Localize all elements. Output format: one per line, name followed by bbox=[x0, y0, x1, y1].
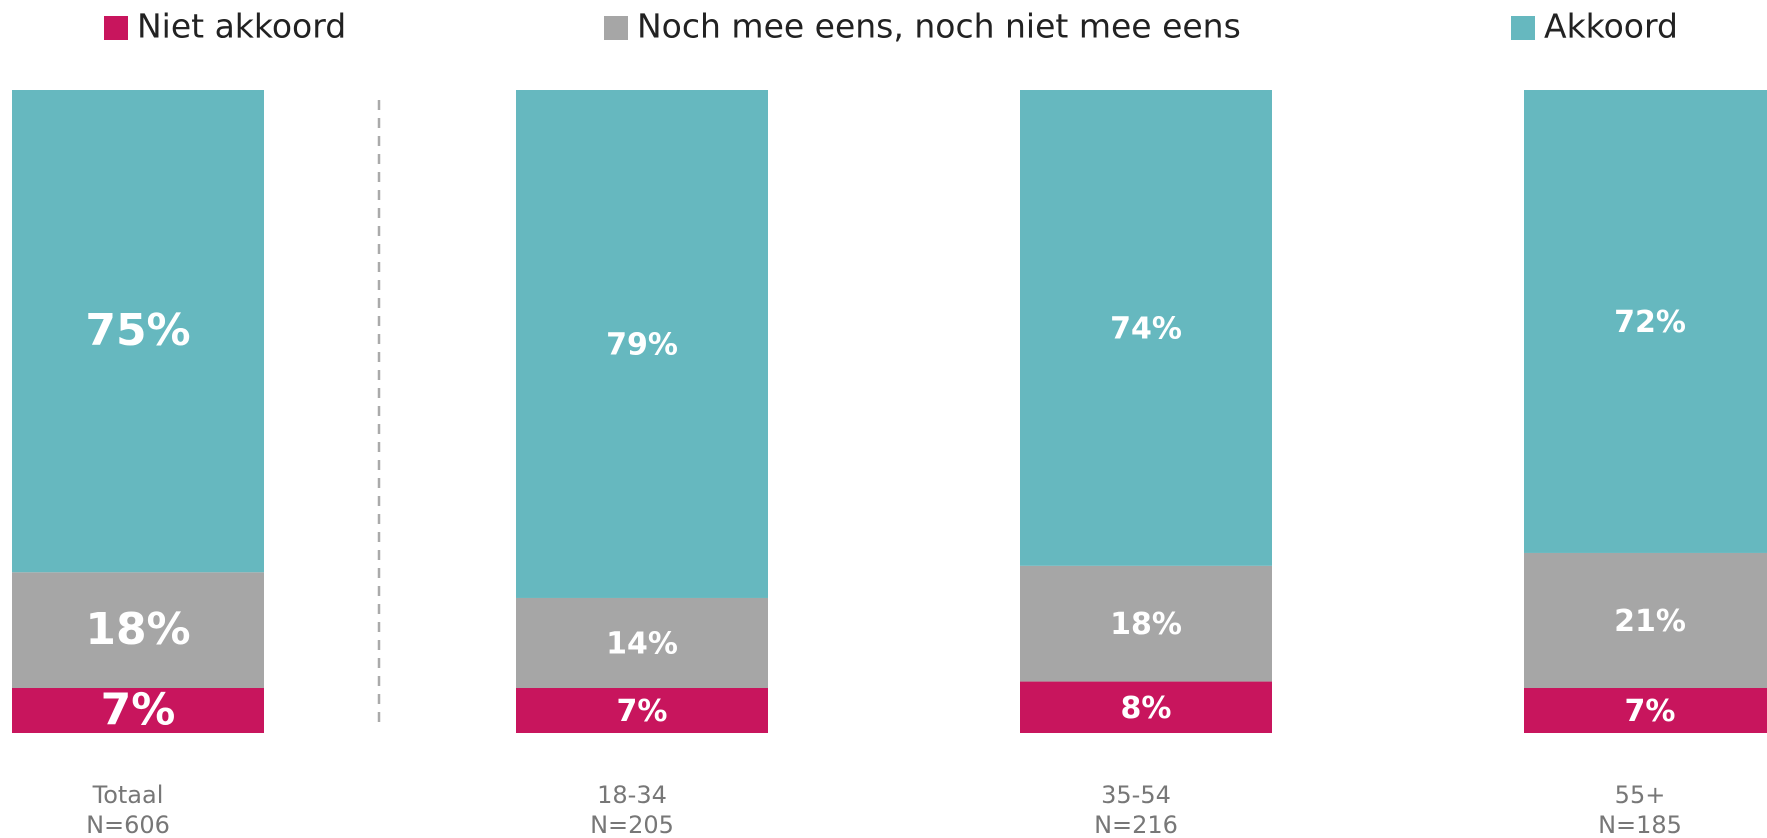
bar-segment bbox=[1020, 565, 1272, 682]
legend-label: Noch mee eens, noch niet mee eens bbox=[637, 7, 1241, 46]
category-label: Totaal bbox=[92, 781, 164, 809]
value-label: 72% bbox=[1614, 305, 1686, 340]
value-label: 7% bbox=[1625, 694, 1676, 729]
bar-segment bbox=[516, 90, 768, 598]
value-label: 18% bbox=[1110, 607, 1182, 642]
bar-segment bbox=[516, 687, 768, 733]
bar-segment bbox=[1020, 90, 1272, 566]
value-label: 18% bbox=[85, 604, 190, 655]
sample-size-label: N=606 bbox=[86, 811, 170, 838]
legend-swatch bbox=[1511, 16, 1535, 40]
bar-segment bbox=[1020, 681, 1272, 733]
sample-size-label: N=205 bbox=[590, 811, 674, 838]
value-label: 21% bbox=[1614, 604, 1686, 639]
category-label: 55+ bbox=[1615, 781, 1666, 809]
value-label: 79% bbox=[606, 327, 678, 362]
sample-size-label: N=216 bbox=[1094, 811, 1178, 838]
value-label: 7% bbox=[101, 684, 176, 735]
value-label: 8% bbox=[1121, 691, 1172, 726]
legend-swatch bbox=[104, 16, 128, 40]
bar-segment bbox=[12, 687, 264, 733]
value-label: 7% bbox=[617, 694, 668, 729]
legend-label: Niet akkoord bbox=[137, 7, 346, 46]
value-label: 14% bbox=[606, 626, 678, 661]
category-label: 35-54 bbox=[1101, 781, 1171, 809]
bar-segment bbox=[12, 90, 264, 573]
legend-label: Akkoord bbox=[1544, 7, 1678, 46]
sample-size-label: N=185 bbox=[1598, 811, 1682, 838]
value-label: 74% bbox=[1110, 311, 1182, 346]
bar-segment bbox=[12, 572, 264, 688]
value-label: 75% bbox=[85, 305, 190, 356]
bar-segment bbox=[1524, 687, 1767, 733]
bar-segment bbox=[1524, 552, 1767, 688]
bar-segment bbox=[1524, 90, 1767, 553]
bar-segment bbox=[516, 597, 768, 688]
legend-swatch bbox=[604, 16, 628, 40]
category-label: 18-34 bbox=[597, 781, 667, 809]
